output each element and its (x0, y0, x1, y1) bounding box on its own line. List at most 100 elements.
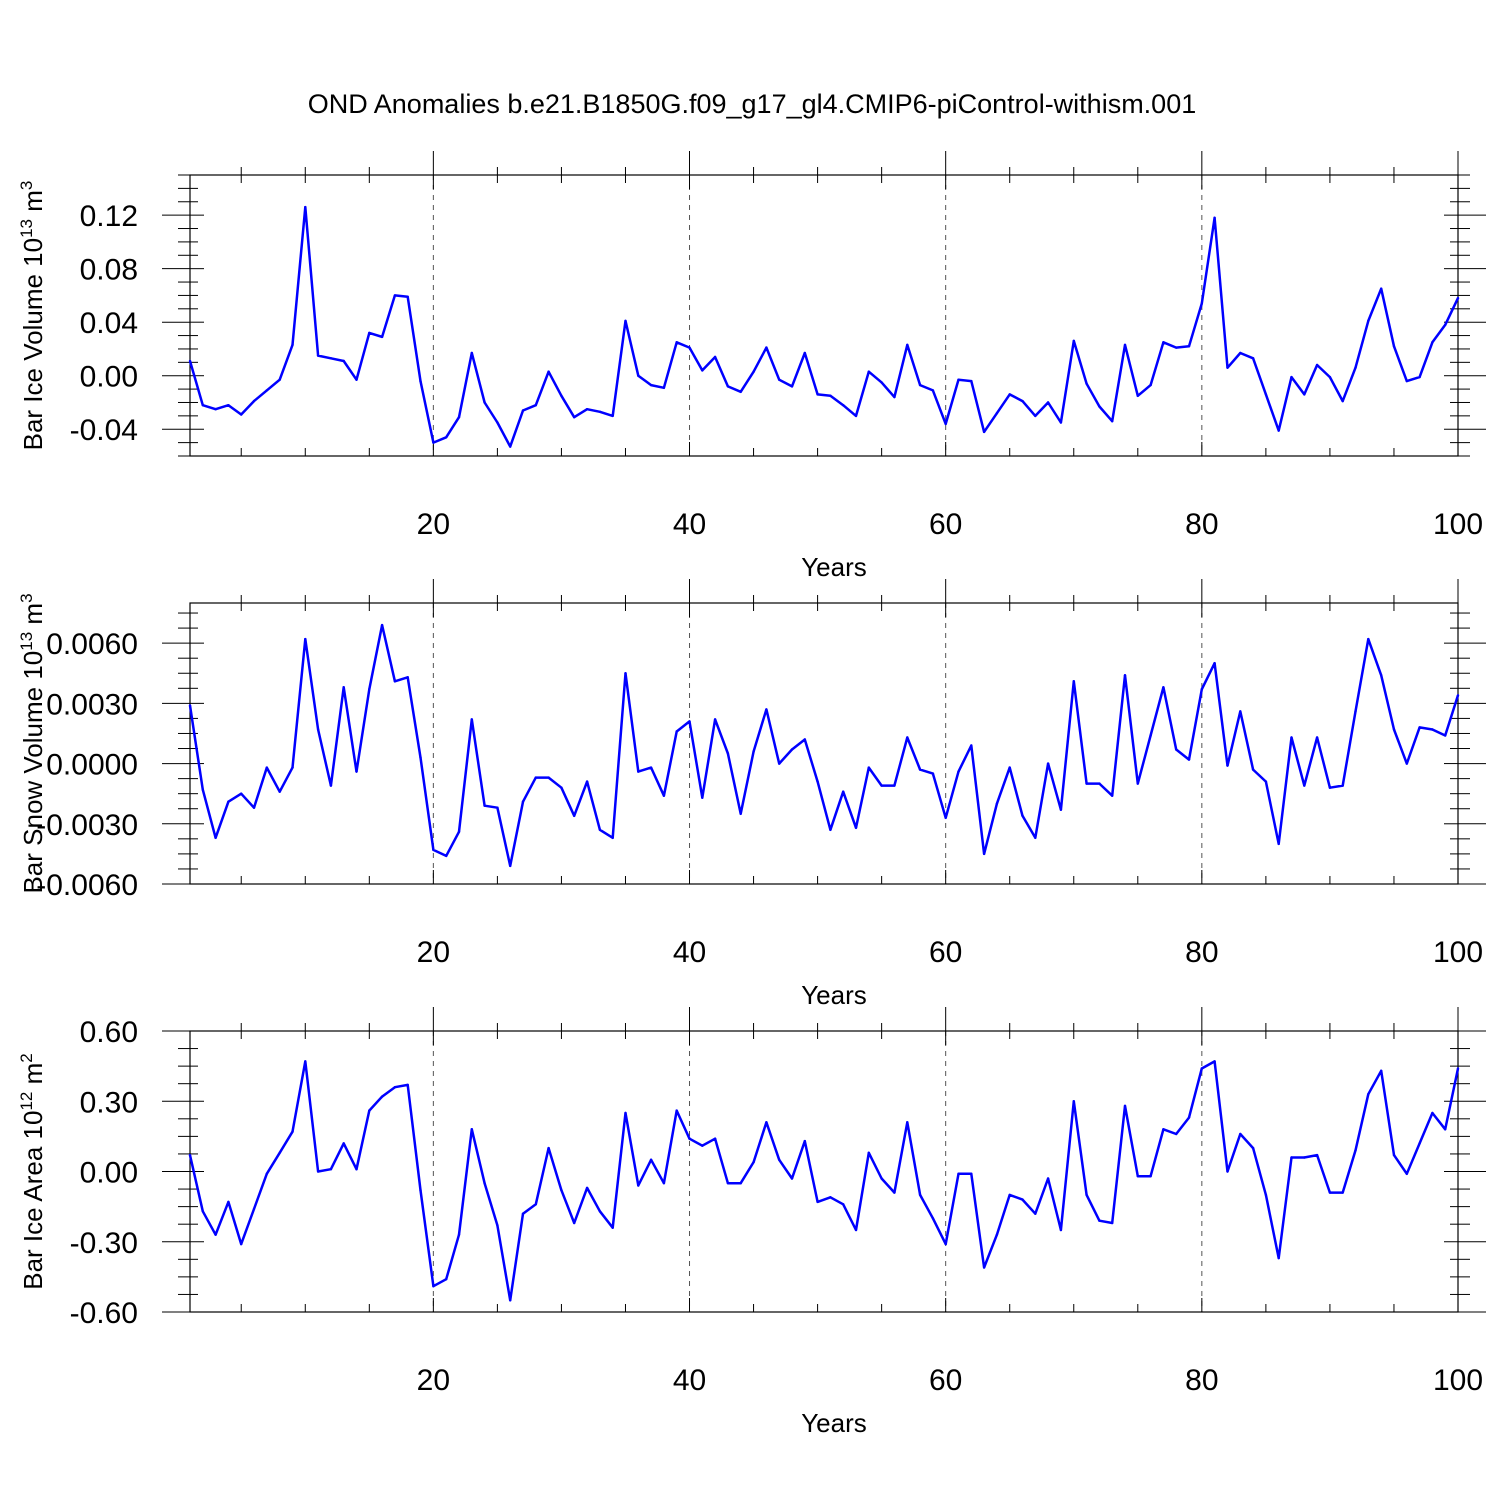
panel-1-data-point (726, 385, 730, 388)
panel-3-data-point (1072, 1100, 1076, 1103)
panel-2-data-point (496, 806, 499, 809)
panel-1-data-point (1380, 287, 1383, 290)
panel-1-data-point (1008, 393, 1011, 396)
panel-2-data-point (265, 766, 268, 769)
panel-3-y-tick-label: 0.00 (80, 1157, 138, 1190)
panel-2-data-point (701, 796, 704, 799)
panel-1-data-point (1072, 339, 1076, 343)
panel-2-data-point (521, 800, 525, 803)
panel-3-data-point (803, 1139, 806, 1143)
panel-2-data-point (1175, 748, 1178, 751)
panel-2-plot-frame (189, 602, 1459, 885)
panel-2-data-point (1059, 808, 1063, 811)
panel-1-plot-frame (189, 174, 1459, 457)
panel-3-data-point (701, 1144, 704, 1147)
panel-1: 20 40 60 80 100 -0.04 0.00 0.04 0.08 0.12 Years Bar… (17, 151, 1486, 582)
panel-1-data-point (1290, 375, 1293, 379)
panel-1-data-point (598, 410, 602, 413)
panel-2-data-point (1200, 688, 1204, 691)
panel-3-data-point (1277, 1256, 1280, 1260)
panel-1-data-point (944, 422, 947, 426)
panel-2-data-point (854, 826, 858, 829)
panel-1-data-point (265, 389, 268, 392)
panel-1-data-point (790, 385, 794, 388)
panel-1-data-point (1444, 323, 1447, 327)
panel-1-data-point (278, 378, 281, 381)
panel-3-data-point (1187, 1116, 1191, 1119)
panel-3-data-point (1213, 1060, 1216, 1063)
panel-3-data-point (854, 1228, 858, 1232)
panel-3-data-point (1290, 1156, 1293, 1159)
panel-3-data-point (1136, 1175, 1140, 1178)
panel-1-data-point (1239, 351, 1242, 355)
panel-3-data-point (445, 1278, 448, 1281)
panel-2-data-point (406, 676, 409, 679)
panel-1-data-point (560, 394, 563, 397)
panel-2-data-point (240, 792, 243, 795)
panel-3-data-point (688, 1137, 691, 1140)
panel-3-data-point (316, 1170, 320, 1173)
panel-2-x-tick-label: 100 (1433, 936, 1483, 969)
panel-1-data-point (329, 357, 333, 360)
panel-3-data-point (1200, 1067, 1204, 1070)
panel-2-x-tick-label: 40 (673, 936, 706, 969)
panel-3-data-point (1315, 1153, 1319, 1157)
panel-1-data-point (1251, 357, 1255, 360)
panel-2-data-point (585, 780, 589, 783)
panel-2-data-point (931, 772, 935, 775)
panel-3-data-point (816, 1200, 819, 1204)
panel-3-data-point (944, 1242, 947, 1246)
panel-3-data-point (829, 1196, 832, 1199)
panel-2-data-point (1187, 758, 1191, 761)
panel-1-y-axis-title-text: Bar Ice Volume 10 (18, 238, 48, 450)
panel-2-data-point (1392, 728, 1396, 731)
panel-3-data-point (1354, 1149, 1357, 1152)
panel-3-x-tick-label: 100 (1433, 1364, 1483, 1397)
panel-1-data-point (368, 331, 371, 335)
panel-1-data-point (1264, 393, 1268, 396)
panel-3-x-tick-label: 20 (417, 1364, 450, 1397)
panel-2-data-point (1098, 782, 1101, 785)
panel-2: 20 40 60 80 100 -0.0060 -0.0030 0.0000 0.0030 0.0… (17, 579, 1486, 1010)
panel-3-data-point (368, 1109, 371, 1112)
panel-1-data-point (611, 414, 614, 418)
panel-2-y-axis-title-exponent: 13 (17, 632, 36, 651)
panel-1-y-tick-label: -0.04 (70, 414, 138, 447)
panel-2-data-point (509, 864, 512, 868)
panel-2-data-point (393, 680, 397, 683)
panel-2-data-point (1456, 694, 1460, 697)
panel-2-data-point (1418, 726, 1421, 729)
panel-3-data-point (1405, 1172, 1409, 1176)
panel-3-data-point (547, 1146, 550, 1150)
panel-2-data-point (1405, 762, 1409, 765)
panel-2-data-point (957, 770, 960, 773)
panel-2-data-point (227, 800, 230, 803)
panel-1-data-point (585, 408, 589, 411)
panel-3-data-point (483, 1182, 486, 1185)
chart-panels: 20 40 60 80 100 -0.04 0.00 0.04 0.08 0.12 Years Bar… (17, 151, 1486, 1438)
panel-3-data-point (765, 1121, 768, 1124)
panel-2-y-tick-label: 0.0060 (46, 628, 138, 661)
panel-1-data-point (637, 374, 640, 377)
panel-3-data-point (726, 1182, 730, 1185)
panel-3-data-point (624, 1111, 627, 1115)
panel-3-data-point (1046, 1177, 1050, 1180)
panel-1-data-point (1367, 319, 1370, 323)
panel-2-data-point (1085, 782, 1088, 785)
panel-2-data-point (1226, 764, 1229, 767)
panel-3-data-point (1111, 1221, 1114, 1225)
panel-3-data-point (201, 1210, 204, 1213)
panel-2-data-point (432, 848, 435, 852)
panel-3-data-point (1456, 1067, 1460, 1070)
panel-3-data-point (842, 1203, 845, 1206)
panel-1-data-point (701, 369, 704, 372)
panel-1-data-point (1162, 341, 1165, 344)
panel-3-data-point (432, 1285, 435, 1288)
panel-2-data-point (1034, 836, 1037, 839)
panel-2-data-point (278, 790, 281, 793)
panel-1-data-point (649, 383, 653, 387)
panel-2-x-tick-label: 80 (1185, 936, 1218, 969)
panel-3-data-point (1431, 1111, 1434, 1115)
panel-3-data-point (406, 1083, 409, 1087)
panel-2-data-point (304, 637, 307, 641)
